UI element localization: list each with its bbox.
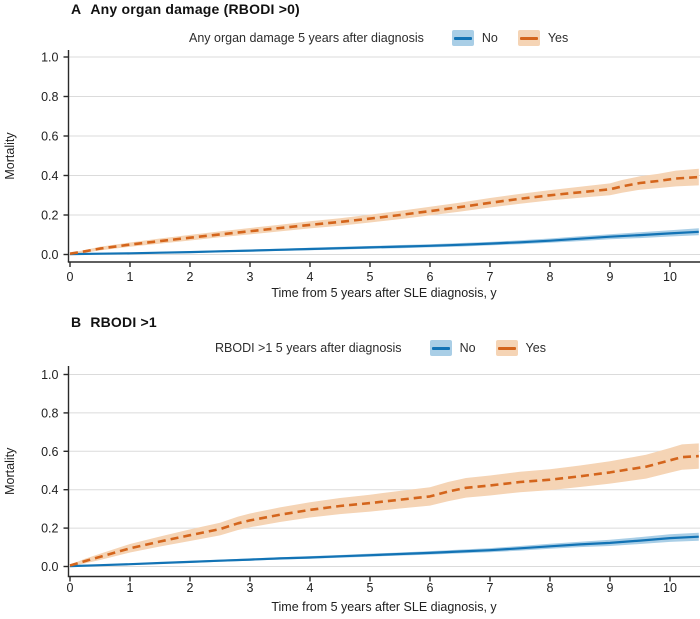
panel-b-legend-title: RBODI >1 5 years after diagnosis [215,341,402,355]
x-tick-label: 5 [367,581,374,595]
x-tick-label: 4 [307,581,314,595]
mortality-line-yes [69,175,699,255]
panel-b-letter: B [71,314,82,330]
x-tick-label: 9 [607,270,614,284]
x-tick-label: 8 [547,270,554,284]
legend-item-no: No [429,340,476,356]
x-tick-label: 9 [607,581,614,595]
x-tick-label: 2 [187,581,194,595]
ci-band-yes [70,443,699,567]
y-tick-label: 0.4 [41,169,58,183]
legend-line-yes-icon [497,346,516,350]
x-tick-label: 2 [187,270,194,284]
y-tick-label: 0.2 [41,209,58,223]
x-tick-label: 5 [367,270,374,284]
x-tick-label: 6 [427,270,434,284]
mortality-line-no [69,535,699,568]
y-tick-label: 0.2 [41,522,58,536]
mortality-line-no [69,230,699,256]
legend-swatch-no [451,30,474,46]
y-tick-label: 0.6 [41,130,58,144]
panel-b-chart: 0.0 0.2 0.4 0.6 0.8 1.0 0 1 2 3 4 5 6 7 8 9 10 Time from … [3,366,700,614]
y-tick-label: 0.6 [41,445,58,459]
legend-label-no: No [459,341,476,355]
panel-b-legend: RBODI >1 5 years after diagnosis No Yes [215,340,566,356]
legend-item-yes: Yes [517,30,569,46]
panel-b-title: B RBODI >1 [71,314,157,330]
legend-item-no: No [451,30,498,46]
panel-a-title-text: Any organ damage (RBODI >0) [90,1,300,17]
y-axis-label: Mortality [3,132,17,180]
panel-a-letter: A [71,1,82,17]
legend-label-yes: Yes [525,341,546,355]
legend-label-yes: Yes [547,31,569,45]
legend-item-yes: Yes [495,340,546,356]
x-tick-label: 4 [307,270,314,284]
y-tick-label: 1.0 [41,368,58,382]
x-tick-label: 7 [487,270,494,284]
legend-line-no-icon [431,346,450,350]
panel-a-title: A Any organ damage (RBODI >0) [71,1,300,17]
y-tick-label: 0.0 [41,248,58,262]
y-tick-label: 0.0 [41,560,58,574]
x-tick-label: 6 [427,581,434,595]
panel-a-legend-title: Any organ damage 5 years after diagnosis [189,31,424,45]
x-axis-label: Time from 5 years after SLE diagnosis, y [271,600,497,614]
y-axis-label: Mortality [3,447,17,495]
y-tick-label: 1.0 [41,51,58,65]
mortality-line-yes [69,454,699,567]
x-tick-label: 1 [127,270,134,284]
panel-a-chart: 0.0 0.2 0.4 0.6 0.8 1.0 0 1 2 3 4 5 6 7 8 9 10 Time from … [3,50,700,300]
x-tick-label: 3 [247,270,254,284]
x-tick-label: 1 [127,581,134,595]
legend-swatch-no [429,340,452,356]
x-tick-label: 10 [663,270,677,284]
x-tick-label: 10 [663,581,677,595]
x-tick-label: 0 [67,270,74,284]
legend-swatch-yes [495,340,518,356]
panel-a-legend: Any organ damage 5 years after diagnosis… [189,30,588,46]
y-tick-label: 0.4 [41,483,58,497]
legend-label-no: No [481,31,498,45]
legend-line-yes-icon [519,36,538,40]
y-tick-label: 0.8 [41,90,58,104]
panel-b-title-text: RBODI >1 [90,314,157,330]
x-tick-label: 7 [487,581,494,595]
x-tick-label: 8 [547,581,554,595]
x-axis-label: Time from 5 years after SLE diagnosis, y [271,286,497,300]
legend-line-no-icon [453,36,472,40]
y-tick-label: 0.8 [41,406,58,420]
x-tick-label: 0 [67,581,74,595]
ci-band-no [70,228,699,255]
x-tick-label: 3 [247,581,254,595]
legend-swatch-yes [517,30,540,46]
